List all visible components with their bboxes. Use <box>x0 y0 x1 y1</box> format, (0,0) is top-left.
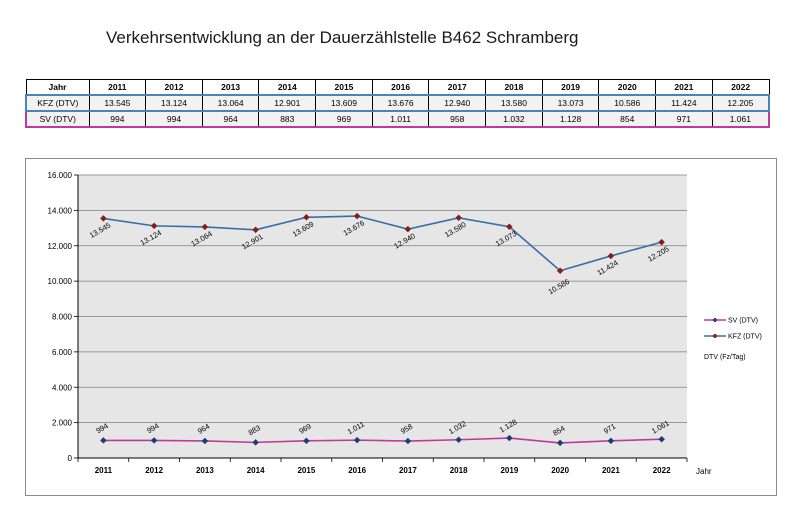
x-tick-label: 2012 <box>145 466 163 475</box>
legend-marker <box>712 333 718 339</box>
x-tick-label: 2017 <box>399 466 417 475</box>
x-tick-label: 2021 <box>602 466 620 475</box>
series-line-sv <box>103 437 662 444</box>
data-point <box>455 436 462 444</box>
table-cell: 10.586 <box>598 94 657 112</box>
table-cell: 1.011 <box>371 110 430 128</box>
page-title: Verkehrsentwicklung an der Dauerzählstel… <box>106 28 579 47</box>
traffic-data-table: Jahr 2011 2012 2013 2014 2015 2016 2017 2018 2019… <box>25 79 770 128</box>
table-header-label: Jahr <box>25 79 90 96</box>
table-cell: 971 <box>655 110 713 128</box>
table-year-2012: 2012 <box>145 79 203 96</box>
data-point <box>658 238 665 246</box>
y-tick-label: 4.000 <box>52 383 73 392</box>
data-point <box>455 214 462 222</box>
chart-frame: 0 2.000 4.000 6.000 8.000 10.000 12.000 14.000 1… <box>25 158 777 496</box>
y-tick-label: 0 <box>68 454 73 463</box>
legend-marker <box>712 317 718 323</box>
y-tick-label: 2.000 <box>52 419 73 428</box>
legend-label-kfz: KFZ (DTV) <box>728 334 762 341</box>
table-year-2017: 2017 <box>428 79 487 96</box>
table-cell: 13.064 <box>201 94 260 112</box>
data-point <box>556 267 564 275</box>
x-axis-label: Jahr <box>696 467 712 476</box>
data-point <box>506 434 513 442</box>
table-cell: 958 <box>428 110 487 128</box>
y-tick-label: 6.000 <box>52 348 73 357</box>
table-cell: 969 <box>315 110 373 128</box>
data-point <box>252 226 259 234</box>
table-cell: 994 <box>145 110 203 128</box>
x-tick-label: 2018 <box>450 466 468 475</box>
table-row-sv: SV (DTV) 994 994 964 883 969 1.011 958 1.032 1.12… <box>25 110 770 128</box>
table-year-2019: 2019 <box>541 79 600 96</box>
table-cell: 854 <box>598 110 657 128</box>
data-point <box>303 437 310 445</box>
table-year-2011: 2011 <box>88 79 147 96</box>
data-point <box>658 435 665 443</box>
table-year-2014: 2014 <box>258 79 317 96</box>
table-cell: 12.901 <box>258 94 317 112</box>
y-tick-label: 14.000 <box>48 206 73 215</box>
table-cell: 12.940 <box>428 94 487 112</box>
data-point <box>353 436 361 444</box>
x-tick-label: 2022 <box>653 466 671 475</box>
x-tick-label: 2015 <box>297 466 315 475</box>
table-year-2020: 2020 <box>598 79 657 96</box>
table-cell: 13.545 <box>88 94 147 112</box>
data-point <box>404 225 412 233</box>
data-point <box>100 215 107 222</box>
line-chart: 0 2.000 4.000 6.000 8.000 10.000 12.000 14.000 1… <box>48 171 762 476</box>
x-tick-label: 2019 <box>500 466 518 475</box>
data-point <box>252 439 259 446</box>
data-point <box>556 439 564 447</box>
y-tick-label: 16.000 <box>48 171 73 180</box>
data-point <box>404 437 412 445</box>
data-point <box>607 437 615 445</box>
table-cell: 13.609 <box>315 94 373 112</box>
table-year-2018: 2018 <box>485 79 543 96</box>
table-cell: 13.073 <box>541 94 600 112</box>
table-year-2013: 2013 <box>201 79 260 96</box>
table-cell: 11.424 <box>655 94 713 112</box>
legend-note: DTV (Fz/Tag) <box>704 354 746 361</box>
table-row-label: SV (DTV) <box>25 110 90 128</box>
x-tick-label: 2014 <box>247 466 265 475</box>
table-cell: 883 <box>258 110 317 128</box>
data-point <box>100 437 107 444</box>
table-year-2016: 2016 <box>371 79 430 96</box>
y-tick-label: 8.000 <box>52 313 73 322</box>
x-tick-label: 2011 <box>95 466 113 475</box>
table-cell: 1.128 <box>541 110 600 128</box>
data-point <box>303 213 310 221</box>
x-tick-label: 2016 <box>348 466 366 475</box>
legend-label-sv: SV (DTV) <box>728 318 758 325</box>
series-line-kfz <box>103 215 662 272</box>
table-cell: 994 <box>88 110 147 128</box>
table-cell: 13.580 <box>485 94 543 112</box>
x-tick-label: 2013 <box>196 466 214 475</box>
data-point <box>150 437 158 444</box>
data-point <box>201 223 209 231</box>
table-cell: 1.032 <box>485 110 543 128</box>
table-row-kfz: KFZ (DTV) 13.545 13.124 13.064 12.901 13.609 1… <box>25 94 770 112</box>
y-tick-label: 10.000 <box>48 277 73 286</box>
data-point <box>353 212 361 220</box>
table-cell: 13.124 <box>145 94 203 112</box>
table-cell: 12.205 <box>711 94 770 112</box>
data-point <box>506 223 513 231</box>
table-year-2022: 2022 <box>711 79 770 96</box>
table-cell: 13.676 <box>371 94 430 112</box>
table-year-2015: 2015 <box>315 79 373 96</box>
table-cell: 964 <box>201 110 260 128</box>
y-tick-label: 12.000 <box>48 242 73 251</box>
data-point <box>607 252 615 260</box>
x-tick-label: 2020 <box>551 466 569 475</box>
table-year-2021: 2021 <box>655 79 713 96</box>
table-header-row: Jahr 2011 2012 2013 2014 2015 2016 2017 2018 2019… <box>25 79 770 96</box>
data-point <box>201 437 209 445</box>
table-cell: 1.061 <box>711 110 770 128</box>
table-row-label: KFZ (DTV) <box>25 94 90 112</box>
data-point <box>150 222 158 230</box>
